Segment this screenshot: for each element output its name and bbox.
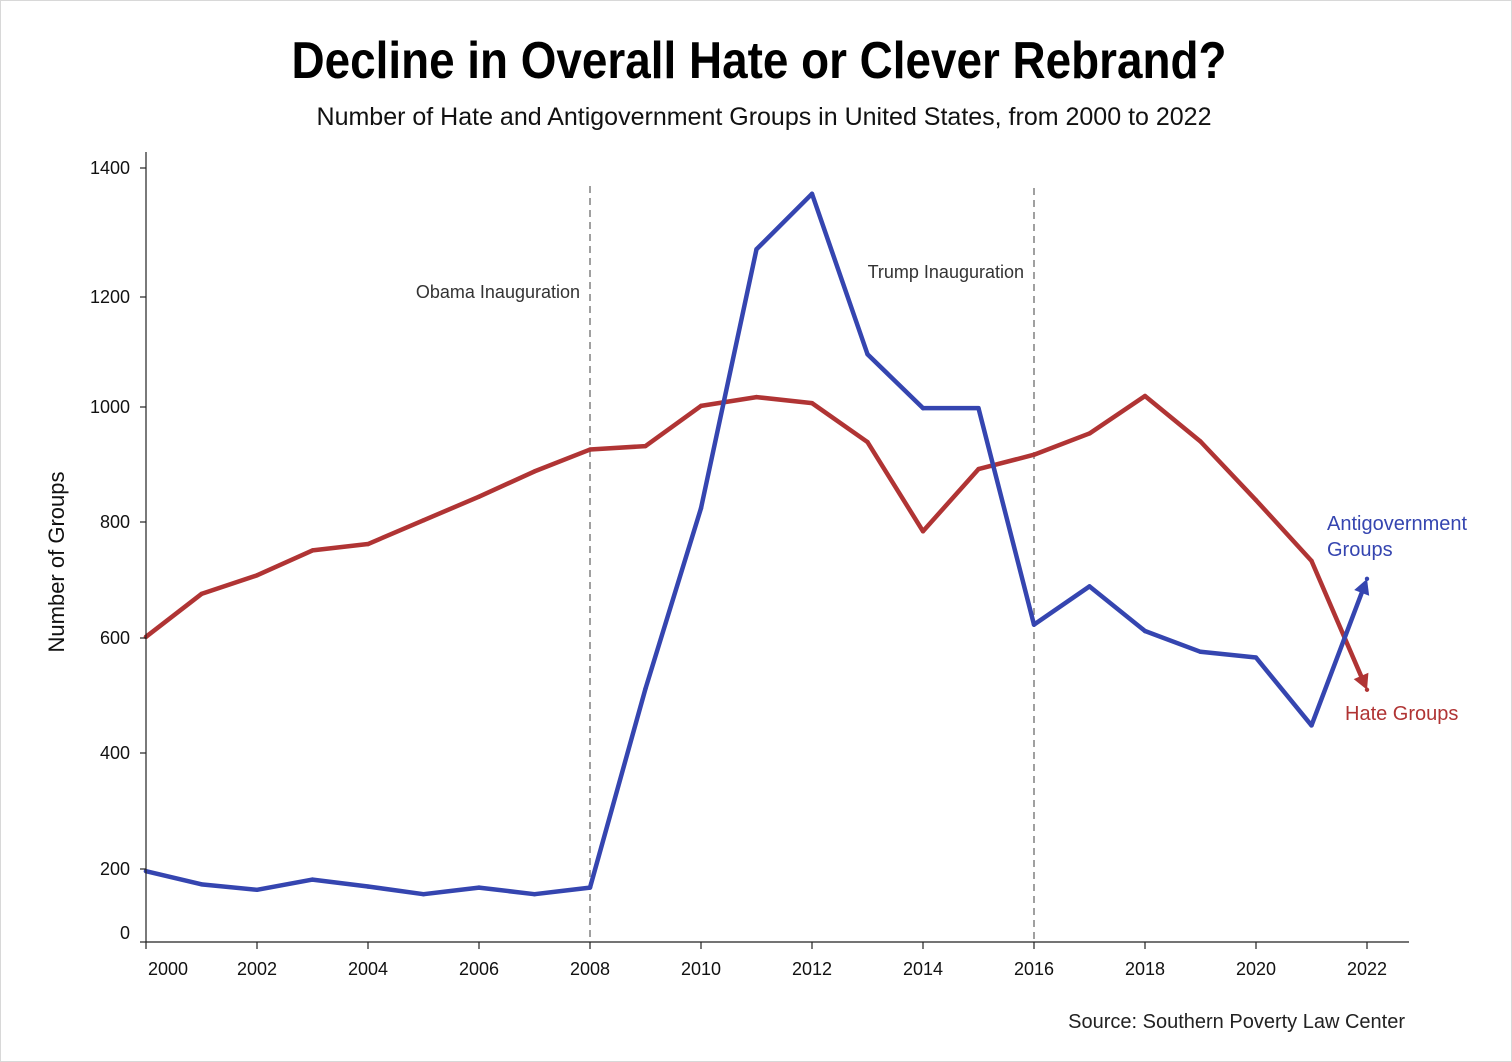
x-tick-label: 2010 — [681, 959, 721, 979]
data-point — [754, 394, 759, 400]
data-point — [421, 891, 426, 897]
end-label-hate: Hate Groups — [1345, 703, 1458, 725]
data-point — [199, 882, 204, 887]
data-point — [920, 529, 926, 534]
series-lines — [143, 191, 1370, 897]
data-point — [365, 541, 371, 547]
y-tick-label: 1200 — [90, 287, 130, 307]
data-point — [920, 405, 926, 411]
data-point — [976, 405, 981, 411]
annotation-label: Trump Inauguration — [868, 262, 1024, 282]
data-point — [698, 506, 704, 511]
y-tick-label: 1000 — [90, 397, 130, 417]
data-point — [532, 469, 537, 474]
data-point — [643, 686, 648, 691]
data-point — [1142, 628, 1148, 634]
series-arrowhead — [1353, 672, 1369, 690]
data-point — [643, 443, 648, 449]
data-point — [865, 439, 870, 445]
x-tick-label: 2000 — [148, 959, 188, 979]
axes: 0 200 400 600 800 1000 1200 1400 2000 2002 2004 200… — [90, 152, 1409, 979]
data-point — [532, 891, 537, 897]
data-point — [1087, 584, 1092, 589]
x-tick-label: 2018 — [1125, 959, 1165, 979]
data-point — [1253, 497, 1259, 503]
y-axis-label: Number of Groups — [44, 472, 69, 653]
y-tick-label: 200 — [100, 859, 130, 879]
data-point — [199, 591, 204, 597]
data-point — [809, 191, 815, 196]
data-point — [476, 885, 482, 890]
x-tick-label: 2022 — [1347, 959, 1387, 979]
data-point — [254, 573, 260, 578]
data-point — [1031, 452, 1037, 457]
chart-title: Decline in Overall Hate or Clever Rebran… — [292, 32, 1227, 90]
data-point — [587, 885, 593, 890]
annotation-label: Obama Inauguration — [416, 282, 580, 302]
data-point — [1364, 687, 1370, 692]
data-point — [865, 352, 870, 357]
series-arrowhead — [1354, 578, 1370, 596]
data-point — [754, 247, 759, 252]
data-point — [254, 887, 260, 893]
end-labels: Antigovernment Groups Hate Groups — [1327, 513, 1468, 725]
data-point — [1253, 655, 1259, 660]
data-point — [1309, 723, 1314, 728]
data-point — [1198, 649, 1203, 654]
data-point — [1198, 439, 1203, 444]
x-tick-label: 2006 — [459, 959, 499, 979]
y-tick-label: 0 — [120, 923, 130, 943]
data-point — [421, 518, 426, 523]
end-label-antigovernment-line1: Antigovernment — [1327, 513, 1468, 535]
data-point — [365, 884, 371, 889]
source-note: Source: Southern Poverty Law Center — [1068, 1011, 1405, 1033]
data-point — [1087, 431, 1092, 436]
data-point — [976, 466, 981, 472]
data-point — [698, 403, 704, 409]
data-point — [1142, 393, 1148, 399]
x-tick-label: 2014 — [903, 959, 943, 979]
y-tick-label: 800 — [100, 512, 130, 532]
data-point — [310, 877, 315, 882]
chart-subtitle: Number of Hate and Antigovernment Groups… — [317, 103, 1212, 131]
data-point — [587, 447, 593, 452]
x-tick-label: 2016 — [1014, 959, 1054, 979]
data-point — [1031, 622, 1037, 627]
series-line — [143, 191, 1365, 897]
series-line — [143, 393, 1365, 681]
x-tick-label: 2020 — [1236, 959, 1276, 979]
y-tick-label: 400 — [100, 743, 130, 763]
y-tick-label: 600 — [100, 628, 130, 648]
annotations: Obama Inauguration Trump Inauguration — [416, 186, 1035, 942]
end-label-antigovernment-line2: Groups — [1327, 539, 1393, 561]
data-point — [310, 548, 315, 553]
x-tick-label: 2012 — [792, 959, 832, 979]
y-tick-label: 1400 — [90, 158, 130, 178]
x-tick-label: 2002 — [237, 959, 277, 979]
data-point — [809, 400, 815, 406]
data-point — [476, 494, 482, 499]
data-point — [1309, 558, 1314, 564]
x-tick-label: 2004 — [348, 959, 388, 979]
x-tick-label: 2008 — [570, 959, 610, 979]
data-point — [1364, 576, 1370, 582]
